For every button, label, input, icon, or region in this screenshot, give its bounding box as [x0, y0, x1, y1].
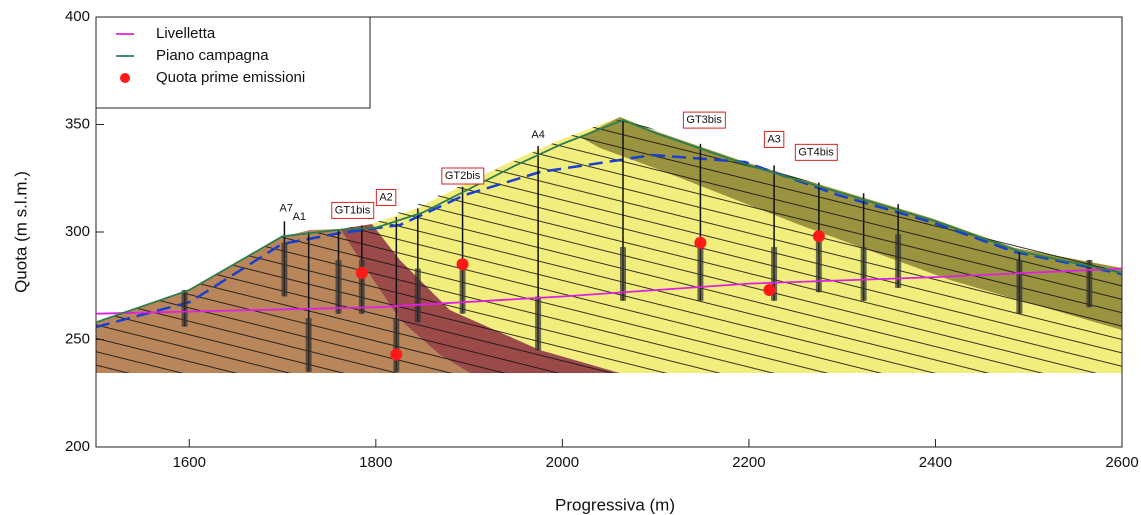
y-tick-label: 400 [65, 8, 90, 25]
legend-swatch [120, 73, 130, 83]
strata-lines [96, 120, 1122, 373]
borehole-log [305, 318, 312, 372]
borehole-log [1086, 259, 1093, 308]
x-tick-label: 1600 [173, 454, 206, 471]
borehole-label: A7 [280, 202, 293, 214]
borehole-label: A3 [767, 133, 780, 145]
emission-point [812, 230, 825, 243]
borehole-log [1016, 259, 1023, 314]
x-tick-label: 2200 [732, 454, 765, 471]
legend-label: Piano campagna [156, 47, 269, 64]
series-line [95, 267, 1123, 315]
borehole-log [895, 234, 902, 288]
borehole-log [815, 238, 822, 293]
legend-label: Quota prime emissioni [156, 69, 305, 86]
x-tick-label: 2400 [919, 454, 952, 471]
label-box [794, 143, 838, 161]
borehole-log [281, 242, 288, 297]
y-tick-label: 250 [65, 330, 90, 347]
x-tick-label: 1800 [359, 454, 392, 471]
y-tick-label: 350 [65, 115, 90, 132]
borehole-log [535, 296, 542, 351]
x-tick-label: 2600 [1105, 454, 1138, 471]
borehole-label: A1 [293, 211, 306, 223]
label-box [441, 167, 485, 185]
y-tick-label: 200 [65, 438, 90, 455]
borehole-log [860, 247, 867, 301]
emission-point [694, 236, 707, 249]
borehole-log [181, 290, 188, 327]
borehole-log [697, 247, 704, 301]
borehole-log [335, 259, 342, 314]
label-box [375, 189, 397, 207]
borehole-label: A4 [531, 129, 544, 141]
emission-point [390, 348, 403, 361]
series-line [95, 119, 1123, 324]
x-axis-label: Progressiva (m) [555, 495, 675, 514]
water-table [96, 153, 1122, 329]
borehole-label: A2 [379, 192, 392, 204]
legend [95, 16, 371, 109]
emission-point [763, 284, 776, 297]
borehole-log [393, 318, 400, 372]
label-box [682, 111, 726, 129]
borehole-label: GT4bis [798, 146, 834, 158]
y-axis-label: Quota (m s.l.m.) [11, 171, 30, 293]
borehole-log [459, 259, 466, 314]
borehole-label: GT1bis [335, 204, 371, 216]
borehole-label: GT2bis [445, 170, 481, 182]
legend-label: Livelletta [156, 25, 216, 42]
x-tick-label: 2000 [546, 454, 579, 471]
label-box [763, 130, 785, 148]
label-box [331, 201, 375, 219]
borehole-log [619, 247, 626, 301]
y-tick-label: 300 [65, 223, 90, 240]
geology [96, 117, 1122, 373]
borehole-log [358, 259, 365, 314]
borehole-log [771, 247, 778, 301]
emission-point [456, 258, 469, 271]
emission-point [355, 266, 368, 279]
borehole-log [414, 268, 421, 323]
borehole-label: GT3bis [686, 114, 722, 126]
